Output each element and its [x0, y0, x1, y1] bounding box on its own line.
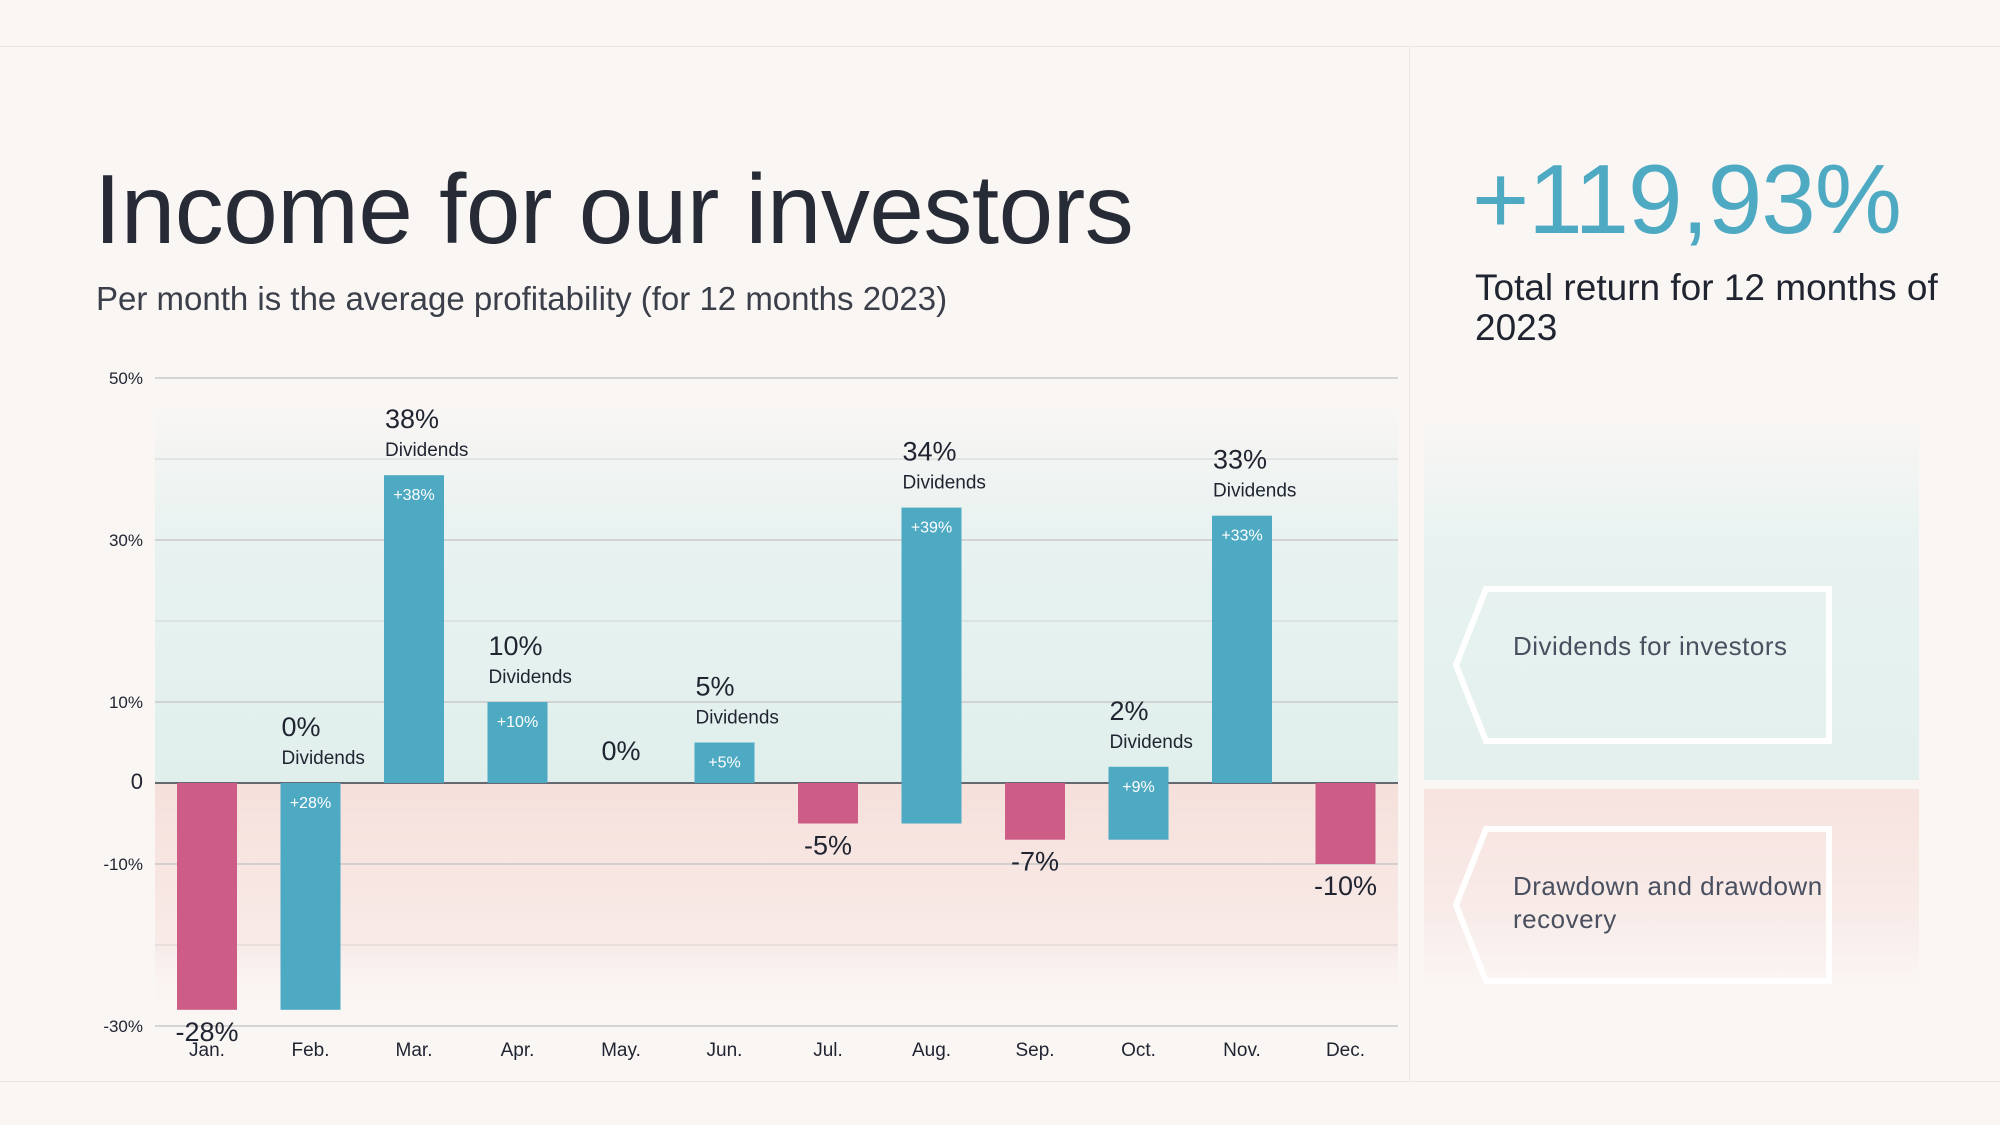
x-tick-label: Mar. [396, 1040, 433, 1061]
y-tick-label: -10% [103, 855, 143, 874]
x-tick-label: Aug. [912, 1040, 951, 1061]
x-tick-label: May. [601, 1040, 641, 1061]
x-tick-label: Apr. [501, 1040, 535, 1061]
legend-positive-panel [1424, 415, 1919, 780]
dividend-bar [694, 742, 755, 783]
month-result-sub: Dividends [282, 748, 365, 769]
tag-outline-icon [1452, 826, 1832, 984]
tag-outline-icon [1452, 586, 1832, 744]
x-tick-label: Sep. [1015, 1040, 1054, 1061]
month-result-value: 34% [903, 437, 957, 467]
dividend-bar [280, 783, 341, 1010]
month-result-value: 0% [282, 712, 321, 742]
dividend-bar [384, 475, 444, 783]
month-result-value: -7% [1011, 847, 1059, 877]
drawdown-bar [1315, 783, 1376, 864]
y-tick-label: 0 [131, 769, 143, 794]
legend-drawdown-tag: Drawdown and drawdown recovery [1452, 826, 1832, 984]
page-subtitle: Per month is the average profitability (… [96, 280, 948, 317]
negative-zone [155, 783, 1398, 1016]
month-result-sub: Dividends [1213, 481, 1296, 502]
legend-negative-panel [1424, 789, 1919, 989]
dividend-bar [487, 702, 548, 783]
dividend-bar [1108, 766, 1169, 840]
bar-inner-label: +28% [290, 795, 331, 812]
legend-dividends-tag: Dividends for investors [1452, 586, 1832, 744]
bar-inner-label: +38% [393, 487, 434, 504]
drawdown-bar [1005, 783, 1065, 840]
month-result-sub: Dividends [1110, 732, 1193, 753]
bottom-rule [0, 1081, 2000, 1082]
y-tick-label: 30% [109, 531, 143, 550]
x-tick-label: Jul. [813, 1040, 843, 1061]
x-tick-label: Jan. [189, 1040, 225, 1061]
drawdown-bar [177, 783, 237, 1010]
total-return-label: Total return for 12 months of 2023 [1475, 267, 1938, 348]
positive-zone [155, 406, 1398, 783]
month-result-sub: Dividends [489, 667, 572, 688]
month-result-sub: Dividends [385, 440, 468, 461]
x-tick-label: Nov. [1223, 1040, 1261, 1061]
panel-divider [1409, 47, 1410, 1081]
total-return-value: +119,93% [1472, 144, 1902, 254]
legend-dividends-label: Dividends for investors [1513, 631, 1788, 661]
drawdown-bar [798, 783, 858, 824]
y-tick-label: 10% [109, 693, 143, 712]
month-result-value: 5% [696, 672, 735, 702]
income-bar-chart: 50% 30% 10% 0 -10% -30% +28% +38% +10% +5% +39% +9… [103, 369, 1398, 1061]
month-result-sub: Dividends [903, 473, 986, 494]
month-result-value: 10% [489, 631, 543, 661]
x-tick-label: Dec. [1326, 1040, 1365, 1061]
bar-inner-label: +39% [911, 520, 952, 537]
month-result-value: 33% [1213, 445, 1267, 475]
bar-inner-label: +33% [1221, 528, 1262, 545]
y-tick-label: 50% [109, 369, 143, 388]
x-tick-label: Jun. [707, 1040, 743, 1061]
x-tick-label: Oct. [1121, 1040, 1156, 1061]
dividend-bar [1212, 515, 1272, 783]
bar-inner-label: +10% [497, 714, 538, 731]
month-result-value: 0% [601, 736, 640, 766]
page-title: Income for our investors [94, 154, 1134, 264]
month-result-sub: Dividends [696, 708, 779, 729]
bar-inner-label: +5% [708, 755, 740, 772]
x-tick-label: Feb. [291, 1040, 329, 1061]
y-tick-label: -30% [103, 1017, 143, 1036]
month-result-value: 38% [385, 404, 439, 434]
month-result-value: -5% [804, 831, 852, 861]
month-result-value: -28% [175, 1017, 238, 1047]
month-result-value: -10% [1314, 871, 1377, 901]
top-rule [0, 46, 2000, 47]
legend-drawdown-label: Drawdown and drawdown recovery [1513, 871, 1823, 934]
dividend-bar [901, 507, 962, 824]
month-result-value: 2% [1110, 696, 1149, 726]
bar-inner-label: +9% [1122, 779, 1154, 796]
